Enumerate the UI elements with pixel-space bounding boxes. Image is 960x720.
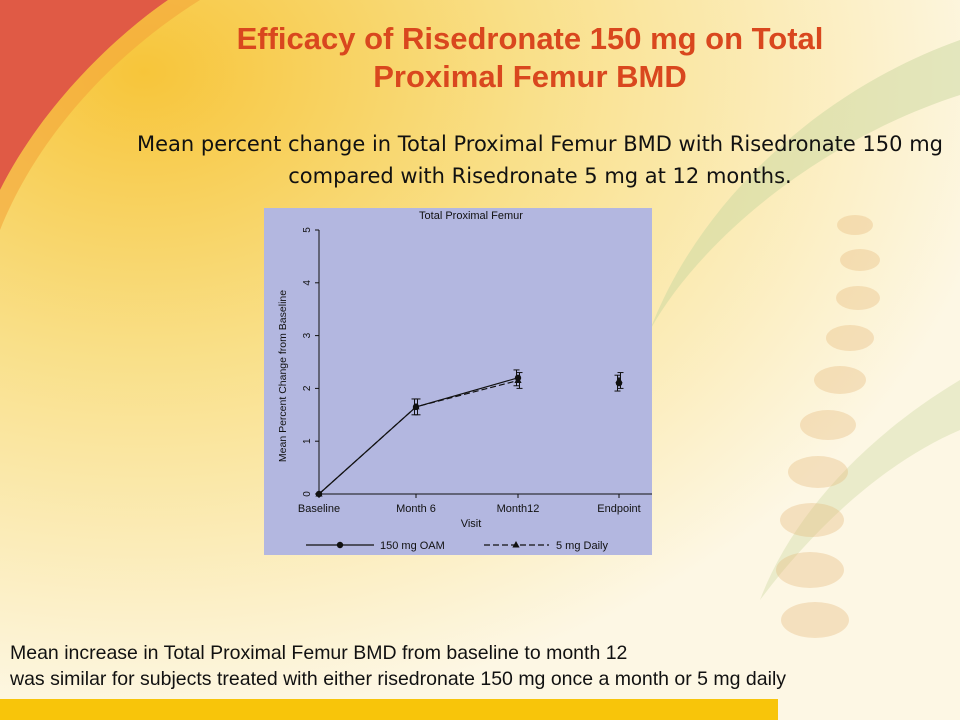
x-tick-label: Month 6 — [396, 503, 436, 515]
slide-subtitle-line1: Mean percent change in Total Proximal Fe… — [137, 132, 943, 156]
green-swoosh — [650, 40, 960, 330]
slide-subtitle: Mean percent change in Total Proximal Fe… — [120, 128, 960, 192]
series-line-0 — [318, 377, 519, 495]
slide-footer-line2: was similar for subjects treated with ei… — [10, 668, 787, 690]
data-point — [412, 402, 420, 410]
data-point — [615, 376, 623, 383]
x-tick-label: Month12 — [497, 503, 540, 515]
legend-label-150mg: 150 mg OAM — [380, 540, 445, 552]
legend-label-5mg: 5 mg Daily — [556, 540, 608, 552]
slide-subtitle-line2: compared with Risedronate 5 mg at 12 mon… — [288, 164, 792, 188]
slide-footer: Mean increase in Total Proximal Femur BM… — [10, 640, 960, 692]
y-tick-label: 0 — [302, 491, 313, 497]
chart-legend: 150 mg OAM 5 mg Daily — [306, 540, 608, 552]
slide-title: Efficacy of Risedronate 150 mg on Total … — [100, 20, 960, 96]
bottom-accent-bar — [0, 699, 778, 720]
legend-marker-150mg — [336, 541, 344, 549]
chart-ylabel: Mean Percent Change from Baseline — [277, 290, 289, 462]
y-tick-label: 2 — [302, 385, 313, 391]
y-tick-label: 1 — [302, 438, 313, 444]
y-tick-label: 4 — [302, 280, 313, 286]
data-point — [315, 490, 323, 497]
chart-panel: 0 1 2 3 4 5 Baseline Month 6 Month12 Endpoint Tot… — [264, 208, 652, 555]
chart-axes: 0 1 2 3 4 5 Baseline Month 6 Month12 Endpoint — [298, 227, 652, 515]
corner-red-swoosh — [0, 0, 168, 190]
chart-title: Total Proximal Femur — [419, 210, 523, 222]
spine-illustration — [776, 215, 880, 638]
line-chart: 0 1 2 3 4 5 Baseline Month 6 Month12 Endpoint Tot… — [277, 210, 652, 552]
legend-marker-5mg — [512, 541, 520, 548]
data-point — [514, 376, 522, 383]
y-tick-label: 3 — [302, 332, 313, 338]
x-tick-label: Baseline — [298, 503, 340, 515]
chart-marks — [315, 369, 624, 498]
green-swoosh-lower — [760, 380, 960, 600]
slide-footer-line1: Mean increase in Total Proximal Femur BM… — [10, 642, 628, 664]
slide-title-line1: Efficacy of Risedronate 150 mg on Total — [236, 21, 824, 56]
series-line-1 — [318, 379, 519, 495]
slide-title-line2: Proximal Femur BMD — [373, 59, 687, 94]
y-tick-label: 5 — [302, 227, 313, 233]
chart-xlabel: Visit — [461, 518, 482, 530]
x-tick-label: Endpoint — [597, 503, 640, 515]
